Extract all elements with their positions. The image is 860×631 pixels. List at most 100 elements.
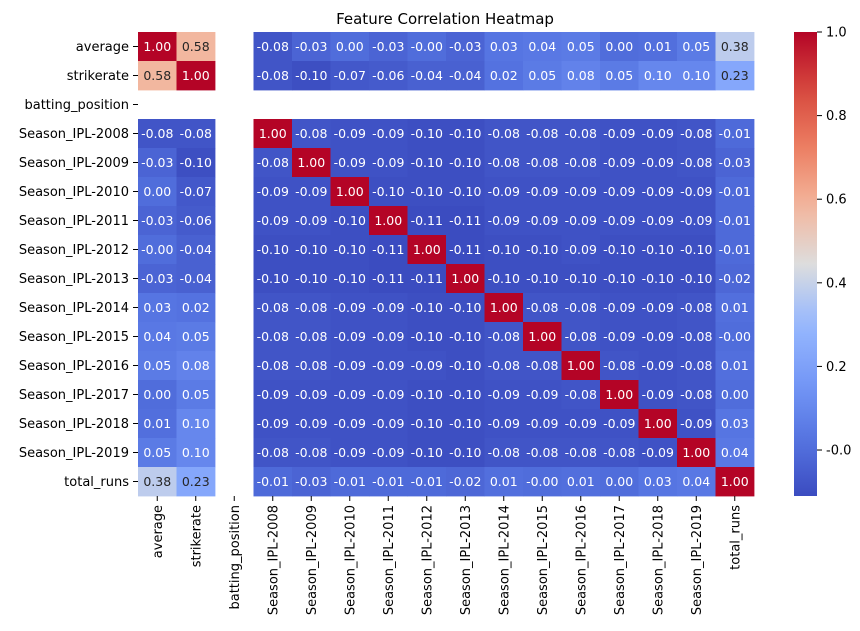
heatmap-cell [176, 380, 216, 410]
cell-value-label: -0.11 [449, 242, 481, 257]
heatmap-cell [138, 235, 177, 265]
cell-value-label: -0.09 [372, 329, 404, 344]
cell-value-label: -0.08 [565, 300, 597, 315]
cell-value-label: 0.04 [721, 445, 749, 460]
heatmap-cell [330, 32, 370, 62]
cell-value-label: -0.09 [603, 300, 635, 315]
x-tick-label: Season_IPL-2016 [574, 505, 589, 615]
heatmap-cell [600, 235, 639, 265]
heatmap-cell [407, 438, 447, 468]
cell-value-label: -0.00 [526, 474, 558, 489]
heatmap-cell [292, 206, 331, 236]
heatmap-cell [292, 32, 331, 62]
cell-value-label: 0.02 [182, 300, 210, 315]
heatmap-cell [446, 380, 485, 410]
heatmap-cell [446, 293, 485, 323]
cell-value-label: -0.09 [372, 300, 404, 315]
colorbar-tick-label: 0.8 [826, 109, 847, 124]
heatmap-cell [292, 380, 331, 410]
heatmap-cell [369, 61, 408, 91]
heatmap-cell [523, 177, 562, 207]
cell-value-label: 1.00 [297, 155, 325, 170]
y-tick-label: Season_IPL-2010 [19, 185, 129, 200]
heatmap-cell [330, 61, 370, 91]
cell-value-label: 1.00 [721, 474, 749, 489]
heatmap-cell [407, 177, 447, 207]
cell-value-label: 0.08 [567, 68, 595, 83]
heatmap-cell [638, 322, 678, 352]
cell-value-label: 1.00 [374, 213, 402, 228]
heatmap-cell [561, 380, 601, 410]
cell-value-label: 0.03 [644, 474, 672, 489]
cell-value-label: -0.08 [526, 155, 558, 170]
cell-value-label: -0.09 [334, 416, 366, 431]
cell-value-label: -0.09 [334, 300, 366, 315]
y-tick-label: Season_IPL-2017 [19, 388, 129, 403]
cell-value-label: -0.08 [257, 300, 289, 315]
heatmap-cell [330, 351, 370, 381]
y-tick-label: total_runs [64, 475, 129, 490]
cell-value-label: -0.09 [372, 445, 404, 460]
cell-value-label: -0.09 [565, 213, 597, 228]
cell-value-label: -0.10 [603, 271, 635, 286]
heatmap-cell [600, 32, 639, 62]
cell-value-label: -0.02 [449, 474, 481, 489]
cell-value-label: -0.10 [565, 271, 597, 286]
heatmap-cell [176, 148, 216, 178]
cell-value-label: -0.11 [411, 213, 443, 228]
heatmap-cell [715, 322, 755, 352]
heatmap-cell [600, 351, 639, 381]
heatmap-cell [253, 438, 293, 468]
heatmap-cell [715, 177, 755, 207]
cell-value-label: 0.00 [143, 184, 171, 199]
cell-value-label: -0.06 [180, 213, 212, 228]
cell-value-label: -0.09 [526, 184, 558, 199]
heatmap-cell [330, 264, 370, 294]
cell-value-label: -0.09 [334, 126, 366, 141]
cell-value-label: 0.10 [182, 416, 210, 431]
cell-value-label: -0.08 [488, 358, 520, 373]
x-tick-label: Season_IPL-2010 [343, 505, 358, 615]
x-tick-label: Season_IPL-2018 [651, 505, 666, 615]
cell-value-label: -0.10 [411, 387, 443, 402]
cell-value-label: 0.01 [721, 300, 749, 315]
cell-value-label: 0.23 [721, 68, 749, 83]
heatmap-cell [369, 32, 408, 62]
heatmap-cell [561, 322, 601, 352]
heatmap-cell [523, 148, 562, 178]
cell-value-label: -0.08 [526, 126, 558, 141]
cell-value-label: -0.03 [295, 39, 327, 54]
cell-value-label: -0.09 [642, 387, 674, 402]
heatmap-cell [523, 206, 562, 236]
cell-value-label: -0.09 [372, 126, 404, 141]
heatmap-cell [561, 235, 601, 265]
heatmap-cell [292, 322, 331, 352]
heatmap-cell [330, 177, 370, 207]
cell-value-label: -0.07 [180, 184, 212, 199]
cell-value-label: -0.03 [449, 39, 481, 54]
cell-value-label: -0.09 [603, 329, 635, 344]
heatmap-cell [677, 351, 716, 381]
cell-value-label: -0.00 [719, 329, 751, 344]
heatmap-cell [138, 293, 177, 323]
cell-value-label: -0.10 [372, 184, 404, 199]
cell-value-label: -0.04 [180, 242, 212, 257]
heatmap-cell [369, 351, 408, 381]
cell-value-label: -0.09 [526, 213, 558, 228]
heatmap-cell [715, 235, 755, 265]
cell-value-label: 0.05 [143, 358, 171, 373]
heatmap-cell [446, 206, 485, 236]
y-tick-label: Season_IPL-2019 [19, 446, 129, 461]
heatmap-cell [600, 322, 639, 352]
cell-value-label: -0.10 [257, 271, 289, 286]
cell-value-label: 1.00 [682, 445, 710, 460]
y-tick-label: Season_IPL-2008 [19, 127, 129, 142]
cell-value-label: -0.08 [603, 445, 635, 460]
heatmap-cell [253, 467, 293, 497]
cell-value-label: -0.09 [257, 387, 289, 402]
cell-value-label: -0.08 [680, 387, 712, 402]
heatmap-cell [330, 148, 370, 178]
heatmap-cell [446, 438, 485, 468]
heatmap-cell [369, 380, 408, 410]
heatmap-cell [292, 293, 331, 323]
